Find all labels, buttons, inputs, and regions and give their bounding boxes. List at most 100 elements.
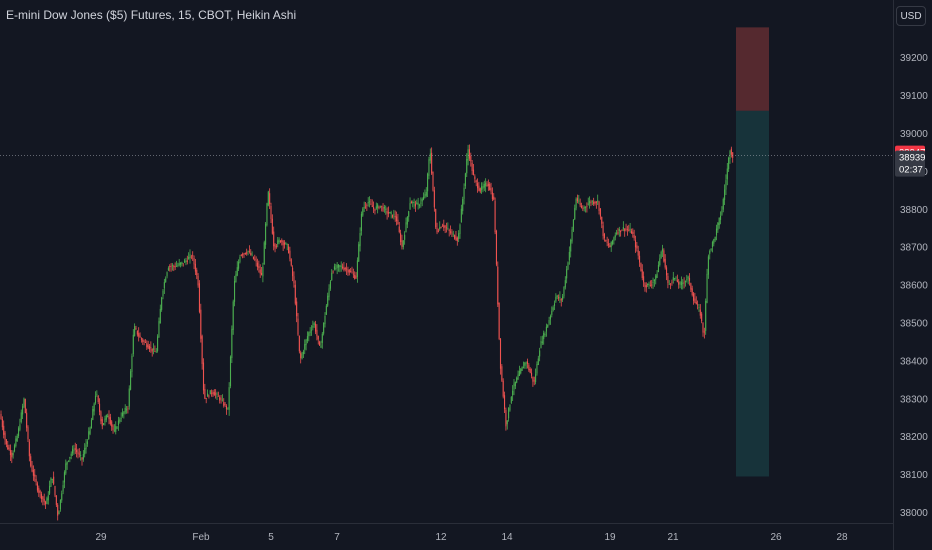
candle (402, 240, 404, 250)
candle (532, 376, 534, 387)
candle (535, 368, 537, 385)
candle (175, 260, 178, 267)
candle (316, 324, 318, 341)
candle (0, 410, 2, 420)
candle (544, 331, 546, 338)
candle (182, 263, 184, 267)
candle (86, 439, 88, 447)
candle (4, 430, 6, 445)
candle (359, 227, 361, 252)
candle (644, 281, 646, 292)
candle (321, 331, 323, 349)
candle (300, 350, 302, 364)
candle (636, 241, 638, 252)
candle (701, 311, 703, 324)
candle (606, 236, 608, 247)
candle (247, 250, 249, 256)
candle (536, 361, 538, 376)
candle (655, 274, 657, 285)
candle (293, 271, 295, 288)
risk-zone[interactable] (736, 27, 769, 111)
candle (495, 229, 497, 267)
candle (489, 182, 491, 191)
candle (529, 367, 531, 374)
candle (548, 316, 550, 326)
candle (452, 230, 454, 237)
candle (618, 226, 620, 237)
candle (265, 222, 267, 249)
candle (725, 174, 727, 196)
candle (20, 409, 22, 424)
candle (477, 178, 479, 193)
candle (178, 258, 180, 267)
candle (31, 461, 33, 473)
candle (162, 289, 164, 300)
candle (379, 205, 381, 209)
candle (167, 266, 169, 271)
candle (288, 243, 290, 254)
candle (135, 325, 137, 331)
candle (563, 286, 565, 299)
candle (66, 461, 68, 470)
candle (327, 292, 329, 308)
candle (383, 204, 385, 213)
candle (439, 221, 441, 231)
candle (633, 229, 635, 241)
candle (543, 330, 545, 345)
candle (531, 368, 533, 379)
candle (158, 317, 160, 339)
candle (354, 271, 356, 280)
candle (275, 243, 277, 249)
candle (705, 298, 707, 335)
candle (267, 190, 269, 207)
candle (364, 202, 367, 209)
time-axis[interactable]: 29 Feb 5 7 12 14 19 21 26 28 (95, 532, 848, 543)
candle (134, 323, 136, 337)
candle (602, 221, 604, 240)
candle (699, 304, 701, 319)
symbol-title[interactable]: E-mini Dow Jones ($5) Futures, 15, CBOT,… (6, 8, 297, 22)
candle (262, 262, 264, 283)
short-position-tool[interactable] (736, 27, 769, 477)
price-axis[interactable]: 38000 38100 38200 38300 38400 38500 38600 38700… (900, 53, 928, 519)
candle (251, 251, 253, 257)
candle (355, 272, 357, 279)
bar-countdown: 02:37 (899, 165, 923, 176)
candle (576, 194, 578, 204)
candle (298, 335, 300, 354)
candle (417, 197, 419, 210)
candle (599, 208, 601, 220)
candle (456, 236, 458, 246)
candle (285, 241, 287, 245)
candle (487, 179, 489, 191)
time-tick-label: Feb (192, 532, 210, 543)
candle (54, 485, 56, 498)
price-tick-label: 39000 (900, 129, 928, 140)
currency-button[interactable]: USD (896, 6, 926, 26)
reward-zone[interactable] (736, 110, 769, 477)
candle (343, 262, 345, 272)
candle (333, 263, 335, 271)
candle (657, 261, 659, 273)
candle (451, 229, 453, 238)
candle (549, 314, 551, 325)
candle (555, 293, 557, 303)
candle (296, 297, 298, 323)
candle (217, 391, 219, 397)
candle (508, 407, 510, 422)
candle (173, 264, 175, 272)
candle (81, 457, 83, 466)
candle (62, 480, 64, 495)
candle (401, 234, 403, 250)
candle (405, 217, 407, 233)
candle (413, 198, 415, 209)
candle (337, 263, 340, 272)
candle (514, 381, 516, 390)
time-tick-label: 29 (95, 532, 107, 543)
candle (580, 202, 583, 209)
candle (58, 510, 60, 515)
candle (648, 281, 650, 289)
candle (651, 279, 653, 289)
candle (688, 273, 691, 286)
